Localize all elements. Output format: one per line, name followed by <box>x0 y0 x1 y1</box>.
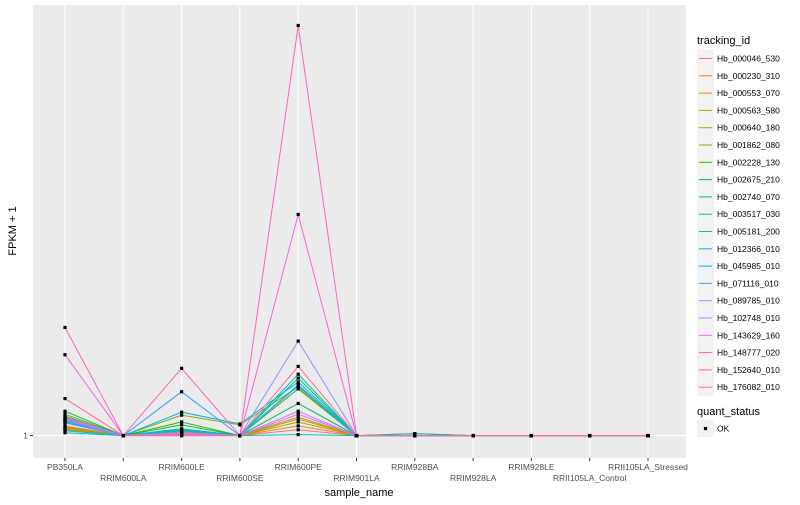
data-point <box>180 420 184 424</box>
data-point <box>180 410 184 414</box>
data-point <box>180 433 184 438</box>
x-tick-label: RRII105LA_Control <box>553 473 627 483</box>
data-point <box>296 384 300 388</box>
plot-panel <box>33 5 686 458</box>
legend-label: Hb_003517_030 <box>717 209 780 219</box>
data-point <box>180 390 184 394</box>
data-point <box>63 431 67 435</box>
data-point <box>238 433 242 438</box>
data-point <box>63 429 67 433</box>
data-point <box>63 418 67 422</box>
data-point <box>646 433 650 438</box>
data-point <box>296 401 300 406</box>
x-tick-label: RRIM928BA <box>391 462 439 472</box>
legend-label: Hb_012366_010 <box>717 244 780 254</box>
data-point <box>180 413 184 417</box>
data-point <box>180 428 184 432</box>
legend-label: Hb_071116_010 <box>717 278 779 288</box>
data-point <box>180 366 184 370</box>
data-point <box>529 433 533 438</box>
legend-label: Hb_000553_070 <box>717 88 780 98</box>
data-point <box>63 426 67 430</box>
x-tick-label: PB350LA <box>47 462 83 472</box>
data-point <box>296 417 300 421</box>
data-point <box>296 212 300 217</box>
legend-label: Hb_005181_200 <box>717 227 780 237</box>
x-tick-label: RRIM600LE <box>158 462 205 472</box>
data-point <box>471 433 475 438</box>
legend-label: Hb_000563_580 <box>717 105 780 115</box>
x-tick-label: RRIM901LA <box>333 473 380 483</box>
data-point <box>296 412 300 416</box>
data-point <box>296 415 300 419</box>
x-tick-label: RRIM928LA <box>450 473 497 483</box>
x-tick-label: RRIM600LA <box>100 473 147 483</box>
y-axis-title: FPKM + 1 <box>7 206 19 255</box>
legend-label: Hb_143629_160 <box>717 330 780 340</box>
legend-label: Hb_176082_010 <box>717 382 780 392</box>
legend-label: Hb_152640_010 <box>717 365 780 375</box>
data-point <box>296 409 300 413</box>
data-point <box>63 409 67 413</box>
data-point <box>413 432 417 436</box>
data-point <box>296 364 300 369</box>
shape-legend-point <box>703 426 708 431</box>
x-axis-title: sample_name <box>324 487 393 499</box>
data-point <box>296 376 300 380</box>
data-point <box>63 416 67 420</box>
data-point <box>296 428 300 432</box>
legend-label: Hb_000640_180 <box>717 123 780 133</box>
data-point <box>588 433 592 438</box>
x-tick-label: RRIM600SE <box>216 473 264 483</box>
shape-legend-label: OK <box>717 424 730 434</box>
data-point <box>296 23 300 28</box>
legend-label: Hb_045985_010 <box>717 261 780 271</box>
x-tick-label: RRIM600PE <box>275 462 323 472</box>
legend-label: Hb_002228_130 <box>717 157 780 167</box>
data-point <box>63 420 67 424</box>
legend-label: Hb_102748_010 <box>717 313 780 323</box>
data-point <box>296 424 300 428</box>
legend-title: tracking_id <box>697 35 750 47</box>
legend-label: Hb_000046_530 <box>717 54 780 64</box>
y-tick-label: 1 <box>23 431 28 441</box>
legend-label: Hb_000230_310 <box>717 71 780 81</box>
data-point <box>296 387 300 391</box>
legend-label: Hb_001862_080 <box>717 140 780 150</box>
data-point <box>63 396 67 401</box>
data-point <box>180 423 184 427</box>
data-point <box>121 433 125 438</box>
data-point <box>296 372 300 376</box>
data-point <box>296 433 300 437</box>
data-point <box>296 380 300 384</box>
data-point <box>296 339 300 343</box>
data-point <box>238 422 242 426</box>
data-point <box>63 325 67 330</box>
shape-legend-title: quant_status <box>697 406 760 418</box>
data-point <box>63 353 67 357</box>
legend-label: Hb_002675_210 <box>717 175 780 185</box>
legend-label: Hb_148777_020 <box>717 348 780 358</box>
data-point <box>63 412 67 416</box>
x-tick-label: RRIM928LE <box>508 462 555 472</box>
data-point <box>296 420 300 424</box>
data-point <box>413 433 417 438</box>
legend-label: Hb_002740_070 <box>717 192 780 202</box>
data-point <box>354 433 359 438</box>
legend-label: Hb_089785_010 <box>717 296 780 306</box>
x-tick-label: RRII105LA_Stressed <box>608 462 688 472</box>
